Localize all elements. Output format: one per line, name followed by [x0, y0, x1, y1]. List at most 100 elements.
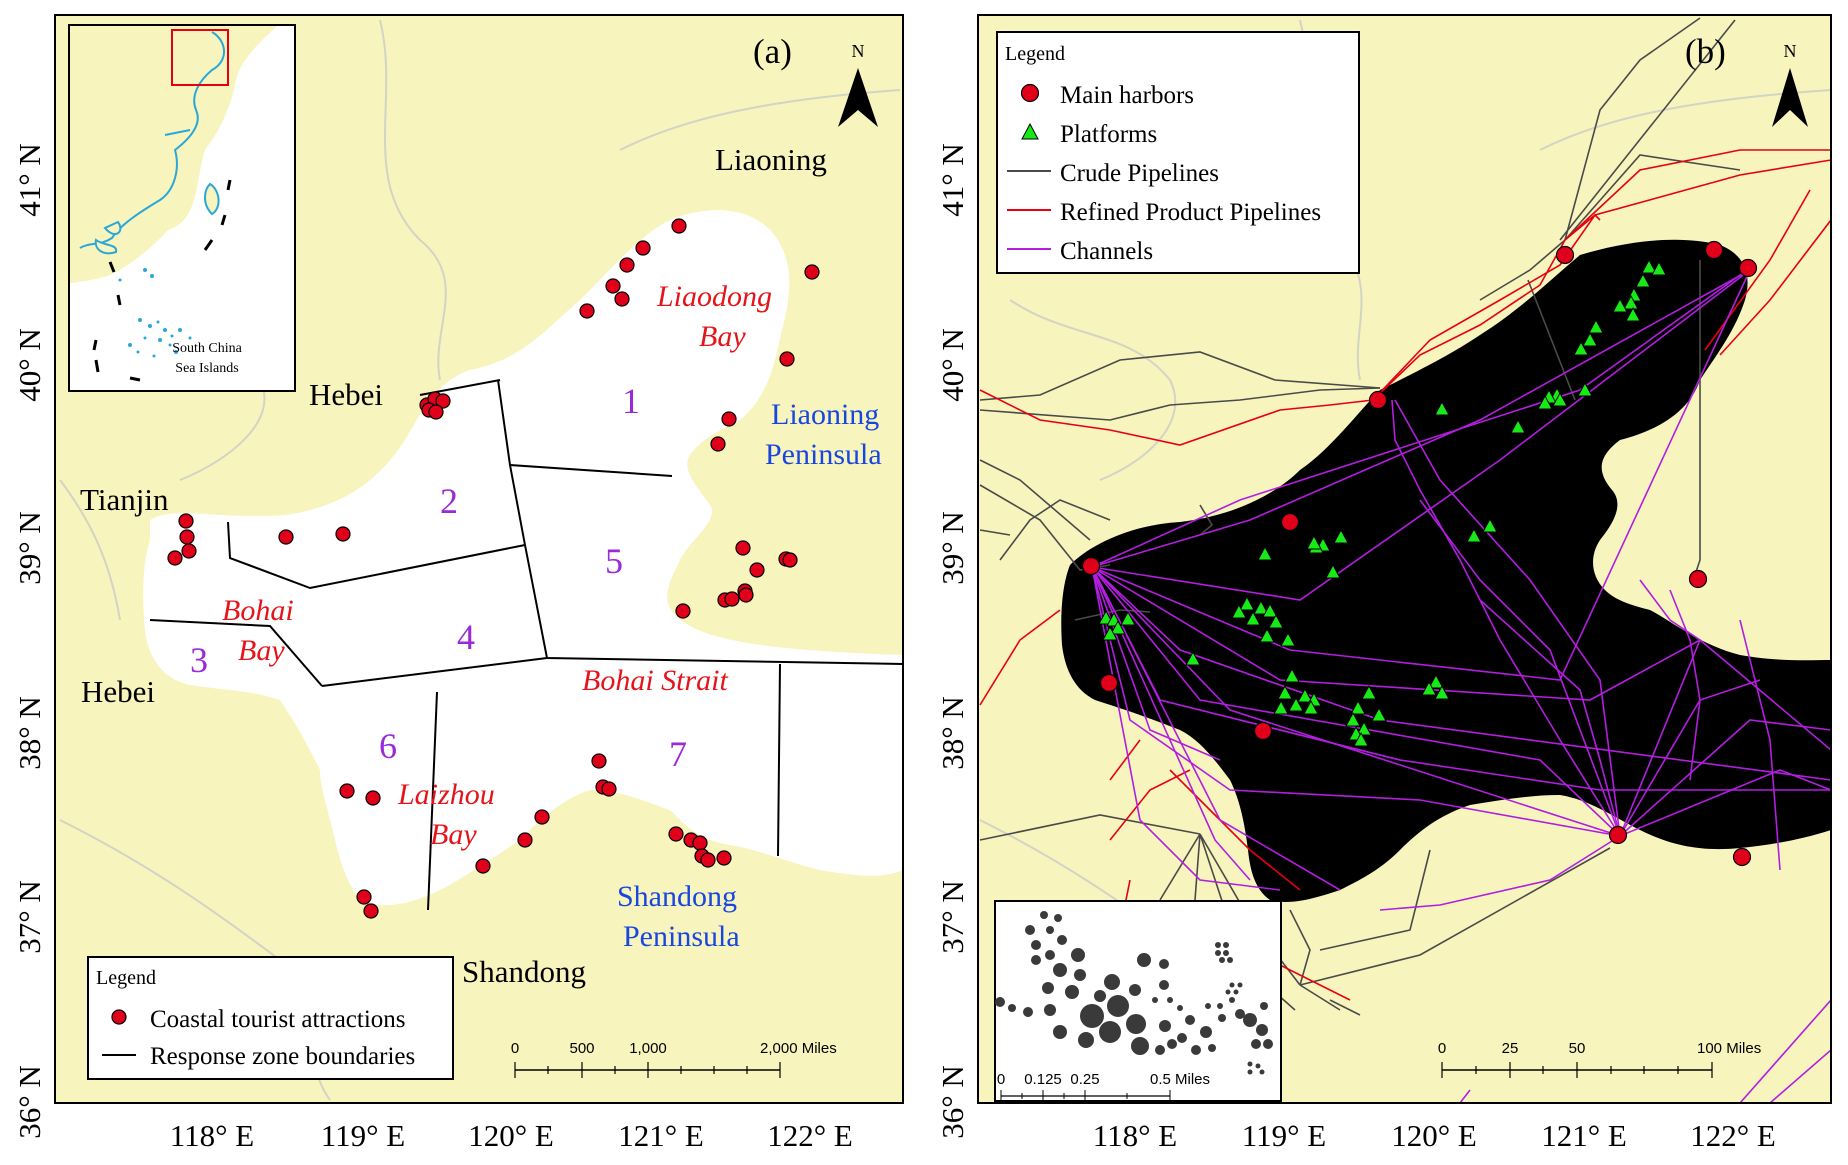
platform-marker [1102, 625, 1118, 641]
inset-scale-tick-0: 0 [997, 1071, 1005, 1088]
zone-number-5: 5 [605, 541, 623, 581]
harbor-marker [1732, 847, 1752, 867]
legend-b-title: Legend [1005, 43, 1065, 65]
platform-marker [1361, 684, 1377, 700]
attraction-marker [363, 903, 379, 919]
scale-a-tick-500: 500 [569, 1040, 594, 1057]
label-hebei-south: Hebei [81, 674, 155, 709]
platform-marker [1262, 602, 1278, 618]
scale-b-tick-0: 0 [1438, 1040, 1446, 1057]
inset-label-line2: Sea Islands [175, 361, 238, 376]
inset-scale-tick-05: 0.5 Miles [1150, 1071, 1210, 1088]
attraction-marker [339, 783, 355, 799]
harbor-marker [1081, 556, 1101, 576]
lat-a-41: 41° N [12, 143, 47, 217]
scale-a-tick-2000: 2,000 Miles [760, 1040, 837, 1057]
label-shandong-peninsula-line1: Shandong [617, 880, 737, 913]
platform-marker [1297, 687, 1313, 703]
legend-crude-label: Crude Pipelines [1060, 160, 1219, 187]
label-liaodong-bay-line1: Liaodong [656, 280, 772, 313]
harbor-marker [1704, 240, 1724, 260]
panel-b-letter: (b) [1685, 32, 1726, 71]
platform-marker [1623, 294, 1639, 310]
attraction-marker [278, 529, 294, 545]
label-bohai-strait: Bohai Strait [582, 664, 729, 697]
bohai-sea-b [1061, 239, 1831, 902]
platform-marker [1641, 258, 1657, 274]
label-tianjin: Tianjin [80, 482, 169, 517]
attraction-marker [579, 303, 595, 319]
platform-marker [1306, 534, 1322, 550]
scale-b-tick-25: 25 [1502, 1040, 1519, 1057]
platform-marker [1277, 684, 1293, 700]
panel-b: Legend Main harbors Platforms Crude Pipe… [935, 14, 1832, 1153]
platform-marker [1356, 720, 1372, 736]
lat-a-38: 38° N [12, 696, 47, 770]
legend-boundaries-label: Response zone boundaries [150, 1043, 415, 1070]
attraction-marker [365, 790, 381, 806]
lon-a-121: 121° E [618, 1118, 704, 1153]
attraction-marker [692, 835, 708, 851]
zone-number-6: 6 [379, 726, 397, 766]
lon-a-119: 119° E [321, 1118, 405, 1153]
attraction-marker [675, 603, 691, 619]
legend-harbors-label: Main harbors [1060, 82, 1194, 109]
platform-marker [1537, 394, 1553, 410]
attraction-marker [428, 404, 444, 420]
harbor-marker [1555, 245, 1575, 265]
panel-b-frame [977, 14, 1832, 1104]
platform-marker [1371, 706, 1387, 722]
scale-bar-b: 0 25 50 100 Miles [1438, 1040, 1761, 1078]
lon-b-120: 120° E [1391, 1118, 1477, 1153]
platform-marker [1253, 599, 1269, 615]
platform-marker [1333, 528, 1349, 544]
platform-marker [1582, 331, 1598, 347]
panel-a-letter: (a) [753, 32, 792, 71]
lon-b-121: 121° E [1541, 1118, 1627, 1153]
zone-number-3: 3 [190, 640, 208, 680]
legend-platforms-label: Platforms [1060, 121, 1157, 148]
label-liaodong-bay-line2: Bay [699, 320, 746, 353]
platform-marker [1428, 673, 1444, 689]
platform-marker [1434, 400, 1450, 416]
attraction-marker [782, 552, 798, 568]
label-bohai-bay-line1: Bohai [222, 594, 294, 627]
lon-a-122: 122° E [767, 1118, 853, 1153]
zone-number-4: 4 [457, 617, 475, 657]
attraction-marker [179, 529, 195, 545]
platform-marker [1325, 563, 1341, 579]
label-shandong: Shandong [462, 954, 586, 989]
lat-b-40: 40° N [935, 328, 970, 402]
platform-marker [1273, 699, 1289, 715]
lon-a-120: 120° E [468, 1118, 554, 1153]
platform-marker [1345, 711, 1361, 727]
label-liaoning-peninsula-line1: Liaoning [771, 398, 879, 431]
platform-marker [1185, 650, 1201, 666]
platform-marker [1482, 517, 1498, 533]
label-shandong-peninsula-line2: Peninsula [623, 920, 740, 953]
platform-marker [1303, 699, 1319, 715]
platform-marker [1552, 391, 1568, 407]
scale-b-tick-50: 50 [1569, 1040, 1586, 1057]
platform-marker [1259, 627, 1275, 643]
legend-attraction-symbol [111, 1009, 127, 1025]
attraction-marker [738, 587, 754, 603]
lon-b-118: 118° E [1093, 1118, 1177, 1153]
harbor-marker [1608, 825, 1628, 845]
attraction-marker [167, 550, 183, 566]
attraction-marker [716, 850, 732, 866]
north-arrow-a: N [838, 41, 878, 127]
platform-marker [1612, 297, 1628, 313]
lat-a-37: 37° N [12, 880, 47, 954]
lat-b-39: 39° N [935, 511, 970, 585]
label-liaoning: Liaoning [715, 142, 827, 177]
zone-number-1: 1 [622, 381, 640, 421]
overview-inset-map: South China Sea Islands [68, 24, 296, 392]
platform-marker [1268, 613, 1284, 629]
lat-b-36: 36° N [935, 1065, 970, 1139]
inset-scale-tick-0125: 0.125 [1024, 1071, 1062, 1088]
lat-a-40: 40° N [12, 328, 47, 402]
attraction-marker [178, 513, 194, 529]
lat-a-36: 36° N [12, 1065, 47, 1139]
platform-marker [1434, 684, 1450, 700]
